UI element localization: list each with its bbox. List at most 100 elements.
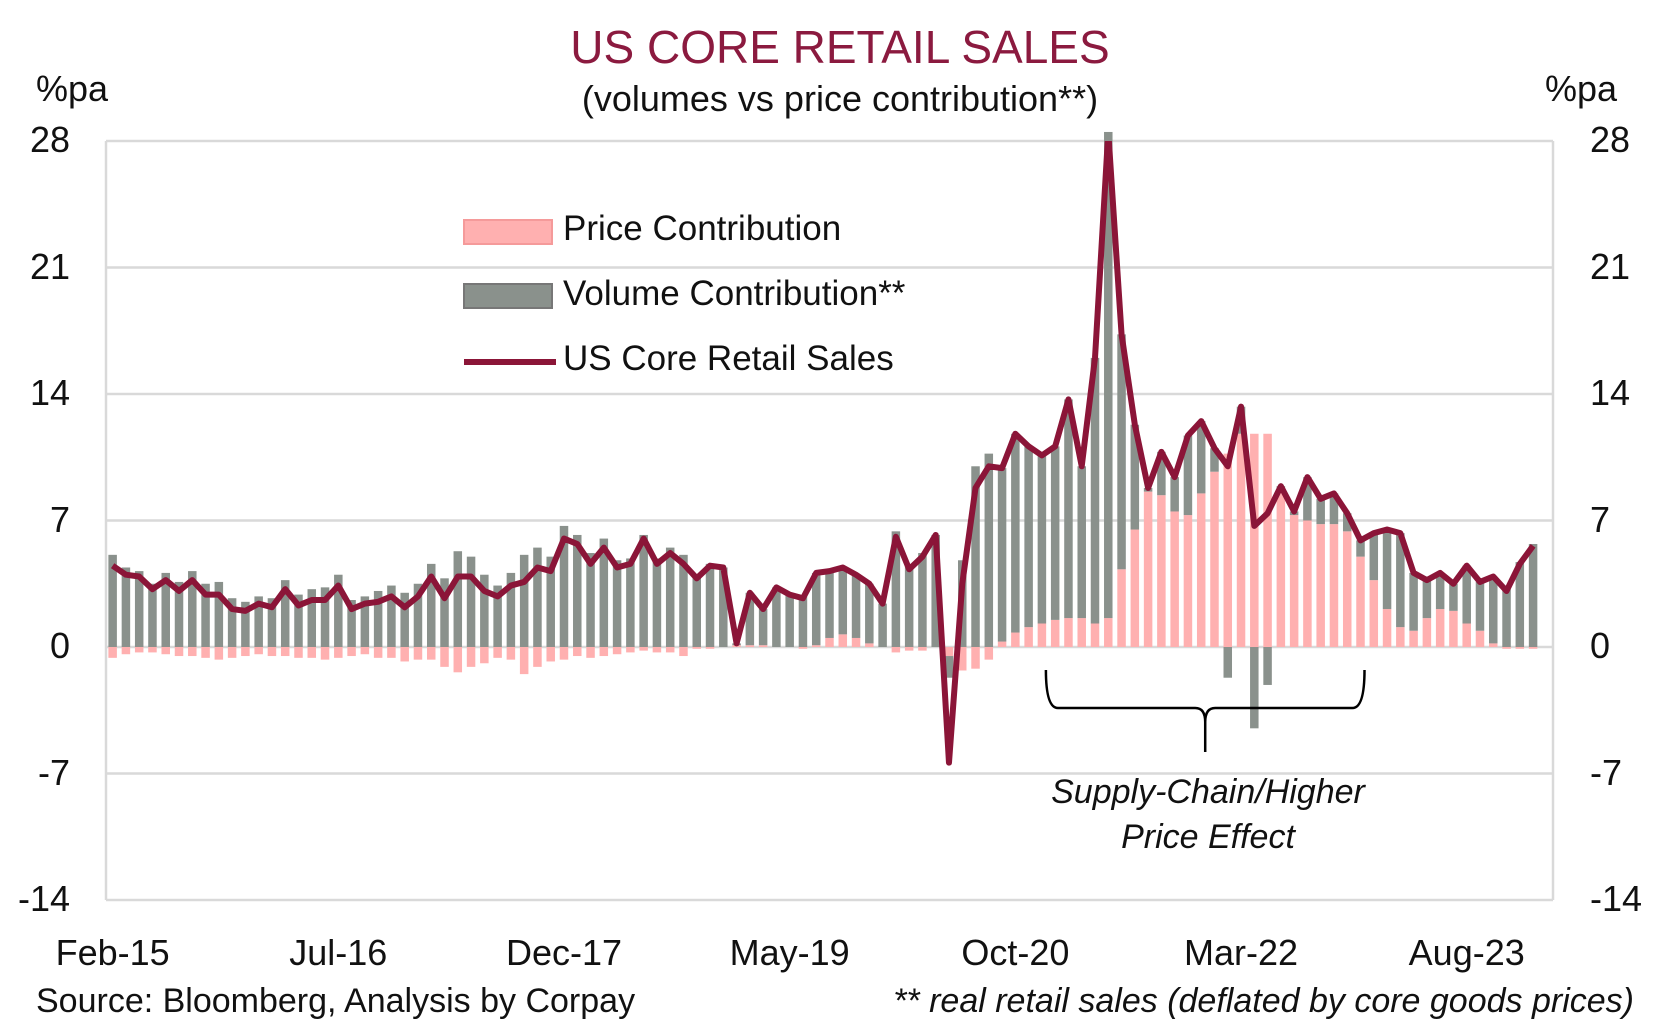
y-tick-left: 21 xyxy=(29,245,70,287)
price-bar xyxy=(519,647,529,675)
volume-bar xyxy=(745,592,755,646)
price-bar xyxy=(480,647,489,664)
volume-bar xyxy=(493,585,502,647)
volume-bar xyxy=(546,556,555,647)
volume-bar xyxy=(1528,543,1538,647)
price-bar xyxy=(825,637,834,647)
x-tick-label: May-19 xyxy=(729,932,850,973)
price-bar xyxy=(387,647,396,658)
volume-bar xyxy=(918,553,927,647)
legend-volume-swatch xyxy=(463,283,553,309)
y-tick-right: 7 xyxy=(1590,498,1611,540)
volume-bar xyxy=(586,553,595,647)
price-bar xyxy=(665,647,675,653)
price-bar xyxy=(1396,627,1405,647)
legend-volume-label: Volume Contribution** xyxy=(563,274,906,313)
price-bar xyxy=(174,647,184,657)
price-bar xyxy=(241,647,250,657)
volume-bar xyxy=(201,583,210,647)
y-tick-right: -14 xyxy=(1590,878,1643,919)
price-bar xyxy=(214,647,224,660)
price-bar xyxy=(134,647,144,653)
price-bar xyxy=(1157,495,1166,647)
volume-bar xyxy=(679,554,688,647)
volume-bar xyxy=(1037,455,1047,624)
price-bar xyxy=(373,647,383,658)
x-tick-label: Feb-15 xyxy=(55,932,170,973)
volume-bar xyxy=(639,534,648,647)
volume-bar xyxy=(944,656,954,678)
source-note: Source: Bloomberg, Analysis by Corpay xyxy=(36,982,636,1020)
price-bar xyxy=(559,647,569,660)
volume-bar xyxy=(665,547,675,647)
volume-bar xyxy=(838,567,848,635)
price-bar xyxy=(612,647,622,655)
volume-bar xyxy=(400,592,409,647)
volume-bar xyxy=(758,609,768,646)
volume-bar xyxy=(480,574,489,647)
price-bar xyxy=(639,647,648,651)
annotation-bracket xyxy=(1044,669,1366,752)
volume-bar xyxy=(108,554,117,647)
volume-bar xyxy=(825,571,834,638)
price-bar xyxy=(1090,623,1100,647)
volume-bar xyxy=(280,580,290,647)
price-bar xyxy=(161,647,170,655)
volume-bar xyxy=(891,531,901,647)
price-bar xyxy=(705,647,715,649)
y-tick-right: 21 xyxy=(1590,245,1631,287)
price-bar xyxy=(1236,433,1246,647)
price-bar xyxy=(1528,647,1538,649)
volume-bar xyxy=(599,538,609,647)
volume-bar xyxy=(904,565,914,647)
volume-bar xyxy=(612,560,622,647)
volume-bar xyxy=(984,453,994,647)
price-bar xyxy=(851,637,861,647)
price-bar xyxy=(1024,627,1033,647)
price-bar xyxy=(1475,630,1485,647)
x-tick-label: Jul-16 xyxy=(289,932,388,973)
price-bar xyxy=(984,647,994,660)
y-tick-left: 28 xyxy=(29,119,70,160)
x-tick-label: Mar-22 xyxy=(1184,932,1299,973)
price-bar xyxy=(1303,520,1312,647)
price-bar xyxy=(1502,647,1511,649)
price-bar xyxy=(1342,531,1352,647)
price-bar xyxy=(798,647,808,649)
volume-bar xyxy=(1090,357,1100,624)
price-bar xyxy=(626,647,635,653)
x-tick-label: Aug-23 xyxy=(1408,932,1525,973)
price-bar xyxy=(586,647,595,658)
y-tick-right: 28 xyxy=(1590,119,1631,160)
volume-bar xyxy=(148,583,157,647)
price-bar xyxy=(334,647,343,658)
volume-bar xyxy=(134,571,144,647)
volume-bar xyxy=(214,581,224,647)
volume-bar xyxy=(1117,334,1126,570)
price-bar xyxy=(280,647,290,657)
volume-bar xyxy=(1369,533,1379,581)
volume-bar xyxy=(1422,580,1432,619)
volume-bar xyxy=(506,572,516,647)
y-tick-right: 14 xyxy=(1590,372,1631,413)
volume-bar xyxy=(798,596,808,647)
price-bar xyxy=(1130,529,1140,647)
chart-title: US CORE RETAIL SALES xyxy=(570,21,1110,73)
legend-line-label: US Core Retail Sales xyxy=(563,339,894,378)
volume-bar xyxy=(865,583,874,644)
price-bar xyxy=(811,645,821,647)
volume-bar xyxy=(719,567,728,647)
volume-bar xyxy=(785,594,794,647)
volume-bar xyxy=(241,601,250,647)
volume-bar xyxy=(1263,647,1272,685)
price-bar xyxy=(506,647,516,660)
price-bar xyxy=(997,641,1007,647)
price-bar xyxy=(1276,489,1286,647)
volume-bar xyxy=(426,563,436,647)
volume-bar xyxy=(1196,421,1206,494)
price-bar xyxy=(1064,618,1073,647)
volume-bar xyxy=(188,571,197,647)
volume-bar xyxy=(1489,576,1498,644)
price-bar xyxy=(971,647,980,669)
